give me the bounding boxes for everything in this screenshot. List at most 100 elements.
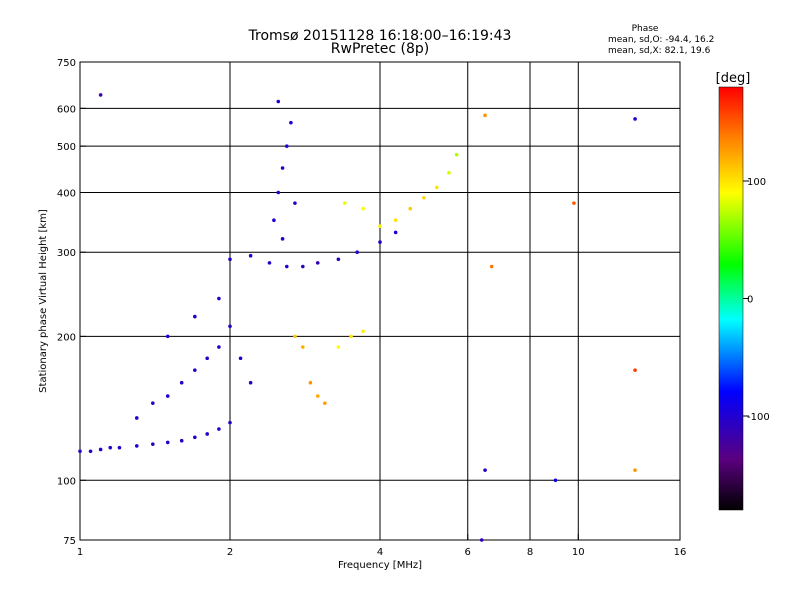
y-tick-label: 300 bbox=[57, 248, 76, 259]
echo-point bbox=[272, 218, 276, 223]
echo-point bbox=[248, 380, 253, 385]
chart-subtitle: RwPretec (8p) bbox=[331, 41, 429, 57]
echo-point bbox=[134, 444, 139, 448]
echo-point bbox=[361, 206, 365, 211]
echo-point bbox=[280, 237, 285, 241]
echo-point bbox=[276, 99, 281, 104]
echo-point bbox=[179, 380, 184, 385]
echo-point bbox=[454, 152, 459, 157]
echo-point bbox=[284, 144, 289, 148]
echo-point bbox=[378, 224, 382, 229]
echo-point bbox=[289, 120, 293, 125]
grid-lines bbox=[80, 62, 680, 540]
x-tick-label: 1 bbox=[77, 547, 83, 558]
echo-point bbox=[228, 257, 232, 262]
echo-point bbox=[217, 345, 221, 349]
echo-point bbox=[323, 401, 327, 405]
echo-point bbox=[489, 264, 494, 269]
echo-point bbox=[408, 206, 413, 211]
echo-point bbox=[361, 329, 365, 334]
echo-point bbox=[301, 345, 305, 349]
y-tick-label: 400 bbox=[57, 188, 76, 199]
echo-points bbox=[78, 93, 637, 542]
echo-point bbox=[633, 117, 637, 121]
stats-o-mode: mean, sd,O: -94.4, 16.2 bbox=[608, 35, 714, 45]
echo-point bbox=[165, 334, 170, 339]
echo-point bbox=[336, 345, 341, 349]
colorbar-tick-label: -100 bbox=[747, 412, 770, 423]
x-tick-label: 8 bbox=[527, 547, 533, 558]
colorbar-tick-label: 100 bbox=[747, 177, 766, 188]
echo-point bbox=[422, 195, 426, 200]
echo-point bbox=[572, 201, 576, 205]
echo-point bbox=[151, 401, 155, 405]
echo-point bbox=[217, 427, 221, 431]
echo-point bbox=[165, 394, 170, 398]
echo-point bbox=[228, 420, 232, 425]
x-axis: 1 2 4 6 8 10 16 bbox=[77, 534, 687, 558]
echo-point bbox=[483, 113, 487, 118]
echo-point bbox=[280, 166, 285, 170]
echo-point bbox=[88, 449, 93, 454]
echo-point bbox=[228, 324, 232, 329]
echo-point bbox=[205, 356, 209, 361]
echo-point bbox=[193, 368, 197, 372]
echo-point bbox=[343, 201, 347, 205]
echo-point bbox=[284, 264, 289, 269]
echo-point bbox=[393, 230, 398, 235]
echo-point bbox=[78, 449, 82, 454]
y-axis: 75 100 200 300 400 500 600 750 bbox=[57, 58, 86, 547]
echo-point bbox=[633, 468, 637, 472]
echo-point bbox=[293, 334, 297, 339]
echo-point bbox=[308, 380, 313, 385]
echo-point bbox=[267, 261, 272, 265]
echo-point bbox=[248, 253, 253, 258]
y-axis-label: Stationary phase Virtual Height [km] bbox=[38, 209, 49, 393]
echo-point bbox=[98, 93, 103, 97]
echo-point bbox=[315, 394, 320, 398]
echo-point bbox=[434, 185, 439, 190]
colorbar-ticks: 100 0 -100 bbox=[743, 177, 770, 423]
echo-point bbox=[108, 445, 113, 450]
y-tick-label: 750 bbox=[57, 58, 76, 69]
y-tick-label: 100 bbox=[57, 476, 76, 487]
x-tick-label: 4 bbox=[377, 547, 383, 558]
echo-point bbox=[293, 201, 297, 205]
stats-x-mode: mean, sd,X: 82.1, 19.6 bbox=[608, 46, 711, 56]
echo-point bbox=[349, 334, 353, 339]
x-axis-label: Frequency [MHz] bbox=[338, 560, 422, 571]
echo-point bbox=[151, 442, 155, 446]
x-tick-label: 16 bbox=[674, 547, 687, 558]
echo-point bbox=[479, 538, 484, 542]
echo-point bbox=[276, 190, 281, 195]
echo-point bbox=[205, 432, 209, 436]
echo-point bbox=[179, 438, 184, 443]
echo-point bbox=[393, 218, 398, 223]
echo-point bbox=[483, 468, 487, 472]
echo-point bbox=[355, 250, 359, 255]
echo-point bbox=[315, 261, 320, 265]
echo-point bbox=[98, 447, 103, 452]
x-tick-label: 2 bbox=[227, 547, 233, 558]
echo-point bbox=[165, 440, 170, 445]
echo-point bbox=[633, 368, 637, 372]
stats-header: Phase bbox=[632, 24, 659, 34]
echo-point bbox=[336, 257, 341, 262]
echo-point bbox=[447, 170, 451, 175]
y-tick-label: 500 bbox=[57, 142, 76, 153]
colorbar bbox=[718, 86, 744, 511]
echo-point bbox=[117, 445, 122, 450]
x-tick-label: 10 bbox=[572, 547, 585, 558]
chart-title: Tromsø 20151128 16:18:00–16:19:43 bbox=[248, 28, 512, 44]
y-tick-label: 200 bbox=[57, 332, 76, 343]
echo-point bbox=[217, 296, 221, 301]
echo-point bbox=[193, 314, 197, 319]
echo-point bbox=[301, 264, 305, 269]
y-tick-label: 600 bbox=[57, 104, 76, 115]
echo-point bbox=[553, 478, 558, 483]
y-tick-label: 75 bbox=[63, 536, 76, 547]
echo-point bbox=[193, 435, 197, 440]
colorbar-label: [deg] bbox=[716, 71, 751, 86]
